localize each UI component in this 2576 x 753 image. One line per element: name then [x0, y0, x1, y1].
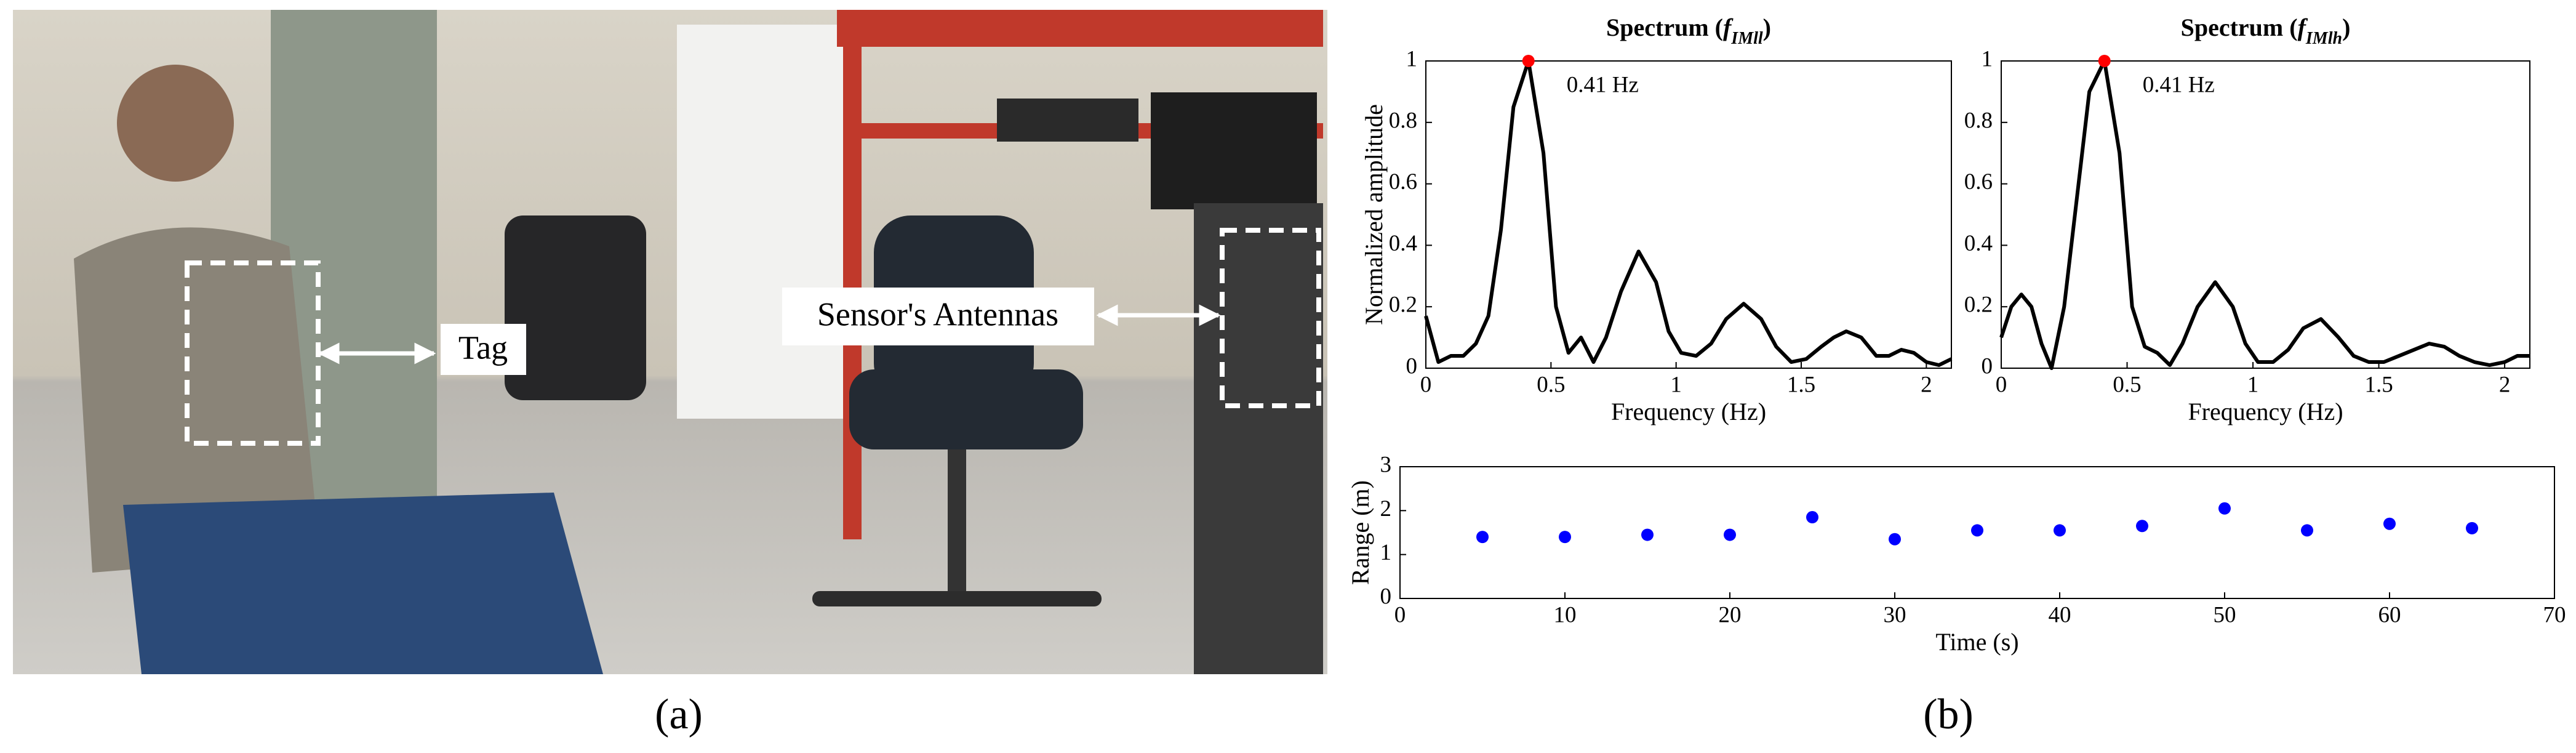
x-tick-label: 1.5 — [2364, 372, 2393, 397]
point — [1559, 531, 1571, 544]
y-tick-label: 0.6 — [1964, 169, 1993, 195]
photo: Tag Sensor's Antennas — [13, 10, 1327, 674]
point — [1476, 531, 1489, 544]
point — [2218, 502, 2231, 515]
y-tick-label: 0.8 — [1389, 108, 1417, 133]
x-tick-label: 40 — [2049, 602, 2071, 627]
x-tick-label: 2 — [2499, 372, 2511, 397]
peak-marker — [2098, 55, 2111, 67]
title-part: f — [2298, 14, 2308, 41]
y-tick-label: 0 — [1380, 584, 1392, 609]
x-tick-label: 1 — [1670, 372, 1682, 397]
x-tick-label: 30 — [1884, 602, 1906, 627]
y-tick-label: 0 — [1982, 353, 1993, 379]
peak-label: 0.41 Hz — [1567, 72, 1639, 97]
point — [1889, 533, 1901, 546]
point — [1806, 511, 1818, 524]
photo-label: Tag — [458, 329, 508, 366]
title-part: Spectrum ( — [2181, 14, 2298, 41]
spectrum-line — [1999, 59, 2530, 370]
y-tick-label: 1 — [1982, 46, 1993, 71]
chart-title: Spectrum (fIMll) — [1606, 14, 1771, 48]
x-tick-label: 0.5 — [2113, 372, 2141, 397]
peak-marker — [1522, 55, 1535, 67]
x-tick-label: 0 — [1420, 372, 1432, 397]
caption: (b) — [1923, 691, 1974, 738]
title-part: Spectrum ( — [1606, 14, 1723, 41]
y-tick-label: 0 — [1406, 353, 1418, 379]
y-tick-label: 2 — [1380, 496, 1392, 521]
point — [1971, 524, 1983, 537]
y-axis-label: Range (m) — [1346, 480, 1374, 585]
point — [1724, 528, 1736, 541]
x-tick-label: 20 — [1719, 602, 1742, 627]
caption: (a) — [655, 691, 703, 738]
title-part: IMll — [1730, 29, 1763, 48]
peak-label: 0.41 Hz — [2143, 72, 2215, 97]
y-tick-label: 0.2 — [1389, 292, 1417, 318]
x-axis-label: Frequency (Hz) — [2188, 398, 2343, 425]
point — [2466, 521, 2478, 534]
y-tick-label: 1 — [1406, 46, 1418, 71]
point — [2301, 524, 2313, 537]
spectrum-line — [1424, 59, 1953, 368]
plot-area — [1425, 60, 1952, 369]
y-tick-label: 0.8 — [1964, 108, 1993, 133]
x-tick-label: 10 — [1554, 602, 1577, 627]
chart: 0 10 20 30 40 50 60 70 0 1 2 3 Time (s) Range (m) — [1346, 452, 2566, 656]
x-axis-label: Time (s) — [1935, 628, 2018, 656]
title-part: IMlh — [2305, 29, 2342, 48]
title-part: ) — [2342, 14, 2350, 41]
y-tick-label: 3 — [1380, 452, 1392, 477]
x-tick-label: 0.5 — [1537, 372, 1565, 397]
title-part: f — [1723, 14, 1734, 41]
point — [2054, 524, 2066, 537]
y-tick-label: 1 — [1380, 540, 1392, 565]
chart-title: Spectrum (fIMlh) — [2181, 14, 2351, 48]
point — [1641, 528, 1654, 541]
x-tick-label: 60 — [2378, 602, 2401, 627]
title-part: ) — [1763, 14, 1771, 41]
x-tick-label: 2 — [1921, 372, 1932, 397]
point — [2383, 517, 2396, 530]
x-axis-label: Frequency (Hz) — [1611, 398, 1766, 425]
y-tick-label: 0.4 — [1964, 231, 1993, 256]
x-tick-label: 0 — [1996, 372, 2007, 397]
x-tick-label: 50 — [2214, 602, 2236, 627]
y-tick-label: 0.6 — [1389, 169, 1417, 195]
x-tick-label: 0 — [1394, 602, 1406, 627]
x-tick-label: 1 — [2247, 372, 2259, 397]
y-axis-label: Normalized amplitude — [1360, 104, 1388, 325]
point — [2136, 520, 2148, 533]
photo-label: Sensor's Antennas — [817, 296, 1058, 332]
x-tick-label: 1.5 — [1787, 372, 1815, 397]
y-tick-label: 0.2 — [1964, 292, 1993, 318]
plot-area — [2001, 60, 2530, 369]
y-tick-label: 0.4 — [1389, 231, 1417, 256]
x-tick-label: 70 — [2543, 602, 2566, 627]
